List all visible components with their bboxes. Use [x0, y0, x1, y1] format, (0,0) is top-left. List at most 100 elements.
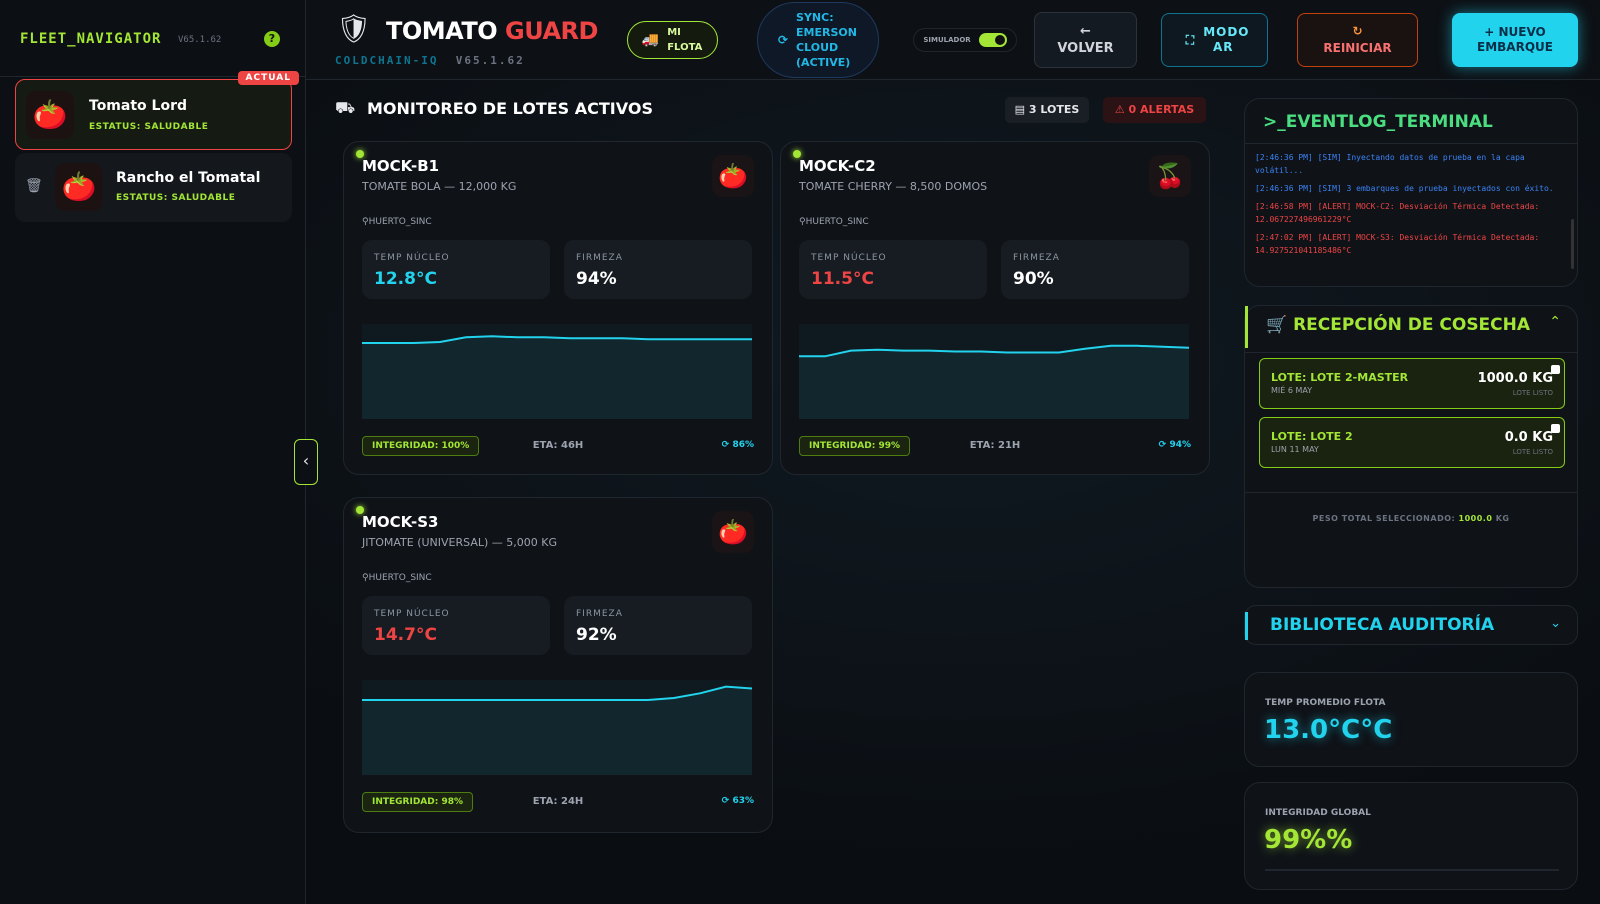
farm-status: ESTATUS: SALUDABLE — [116, 193, 236, 203]
location: ⚲HUERTO_SINC — [799, 217, 869, 227]
title-text: RECEPCIÓN DE COSECHA — [1293, 315, 1531, 335]
log-list: [2:46:36 PM] [SIM] Inyectando datos de p… — [1255, 151, 1555, 262]
brand: TOMATO GUARD — [386, 17, 598, 45]
trend-area — [362, 336, 752, 419]
harvest-lot[interactable]: LOTE: LOTE 2-MASTER MIÉ 6 MAY 1000.0 KG … — [1259, 358, 1565, 409]
sync-rate: ⟳ 86% — [721, 440, 754, 450]
terminal-panel: >_EVENTLOG_TERMINAL [2:46:36 PM] [SIM] I… — [1244, 98, 1578, 287]
lot-description: JITOMATE (UNIVERSAL) — 5,000 KG — [362, 536, 557, 549]
alerts-badge: ⚠ 0 ALERTAS — [1103, 97, 1206, 123]
integrity-badge: INTEGRIDAD: 99% — [799, 436, 911, 456]
checkbox[interactable] — [1551, 365, 1560, 374]
total-unit: KG — [1495, 514, 1510, 523]
toggle-label: SIMULADOR — [923, 35, 971, 44]
reception-title: 🛒 RECEPCIÓN DE COSECHA — [1266, 315, 1531, 335]
lot-id: MOCK-S3 — [362, 513, 439, 531]
collapse-icon[interactable]: ⌃ — [1549, 314, 1561, 330]
location-text: HUERTO_SINC — [805, 217, 869, 227]
library-panel[interactable]: BIBLIOTECA AUDITORÍA ⌄ — [1244, 605, 1578, 645]
ar-button[interactable]: ⛶ MODO AR — [1161, 13, 1268, 67]
divider — [1245, 492, 1577, 493]
temp-value: 12.8°C — [374, 269, 437, 289]
lot-weight: 0.0 KG — [1504, 430, 1553, 445]
trend-chart — [799, 324, 1189, 419]
sidebar-title: FLEET_NAVIGATOR — [20, 31, 162, 47]
stat-label: TEMP PROMEDIO FLOTA — [1265, 698, 1386, 708]
lot-date: LUN 11 MAY — [1271, 445, 1319, 454]
subtitle: COLDCHAIN-IQ — [335, 54, 439, 67]
delete-icon[interactable]: 🗑 — [25, 178, 43, 194]
firmness-box: FIRMEZA 90% — [1001, 240, 1189, 299]
reset-icon: ↻ — [1352, 24, 1363, 38]
stat-card: TEMP PROMEDIO FLOTA 13.0°C°C — [1244, 672, 1578, 767]
log-line: [2:47:02 PM] [ALERT] MOCK-S3: Desviación… — [1255, 233, 1540, 255]
lot-name: LOTE: LOTE 2 — [1271, 430, 1353, 443]
checkbox[interactable] — [1551, 424, 1560, 433]
scrollbar — [1571, 219, 1574, 269]
firmness-label: FIRMEZA — [576, 253, 623, 263]
sidebar-version: V65.1.62 — [178, 35, 222, 45]
lot-icon: 🍒 — [1149, 155, 1191, 197]
sidebar: FLEET_NAVIGATOR V65.1.62 ? ACTUAL 🍅 Toma… — [0, 0, 306, 904]
stat-value: 99%% — [1264, 825, 1353, 855]
terminal-title: >_EVENTLOG_TERMINAL — [1263, 112, 1493, 132]
collapse-toggle[interactable]: ‹ — [294, 439, 318, 485]
back-button[interactable]: ← VOLVER — [1034, 12, 1137, 68]
farm-card[interactable]: ACTUAL 🍅 Tomato Lord ESTATUS: SALUDABLE — [15, 71, 299, 150]
lot-card: MOCK-B1 TOMATE BOLA — 12,000 KG 🍅 ⚲HUERT… — [343, 141, 773, 475]
lot-id: MOCK-B1 — [362, 157, 440, 175]
farm-name: Tomato Lord — [89, 98, 187, 114]
stat-label: INTEGRIDAD GLOBAL — [1265, 808, 1371, 818]
switch-knob — [994, 35, 1005, 45]
temp-label: TEMP NÚCLEO — [374, 253, 450, 263]
lot-status: LOTE LISTO — [1512, 389, 1553, 397]
sync-value: 63% — [732, 796, 754, 806]
button-label: REINICIAR — [1323, 41, 1392, 55]
temp-value: 11.5°C — [811, 269, 874, 289]
temp-box: TEMP NÚCLEO 11.5°C — [799, 240, 987, 299]
brand-main: TOMATO — [386, 17, 498, 45]
temp-box: TEMP NÚCLEO 14.7°C — [362, 596, 550, 655]
new-label: + NUEVO EMBARQUE — [1474, 25, 1556, 55]
sync-value: 86% — [732, 440, 754, 450]
button-label: MI FLOTA — [667, 27, 703, 53]
firmness-label: FIRMEZA — [1013, 253, 1060, 263]
new-shipment-button[interactable]: + NUEVO EMBARQUE — [1452, 13, 1578, 67]
trend-line — [362, 335, 752, 344]
accent-bar — [1245, 612, 1248, 640]
button-label: VOLVER — [1057, 41, 1114, 56]
eta: ETA: 21H — [969, 440, 1021, 451]
accent-bar — [1245, 306, 1248, 348]
temp-box: TEMP NÚCLEO 12.8°C — [362, 240, 550, 299]
divider — [1245, 352, 1577, 353]
lot-description: TOMATE CHERRY — 8,500 DOMOS — [799, 180, 988, 193]
lot-status: LOTE LISTO — [1512, 448, 1553, 456]
firmness-box: FIRMEZA 92% — [564, 596, 752, 655]
farm-card[interactable]: 🗑 🍅 Rancho el Tomatal ESTATUS: SALUDABLE — [15, 153, 292, 222]
simulator-toggle[interactable]: SIMULADOR — [913, 28, 1017, 52]
total-label: PESO TOTAL SELECCIONADO: — [1312, 514, 1456, 523]
sync-status[interactable]: ⟳ SYNC: EMERSON CLOUD (ACTIVE) — [757, 2, 879, 78]
sync-label: SYNC: EMERSON CLOUD (ACTIVE) — [796, 11, 857, 69]
farm-status: ESTATUS: SALUDABLE — [89, 122, 209, 132]
fleet-button[interactable]: 🚚 MI FLOTA — [627, 21, 718, 59]
divider — [1245, 143, 1577, 144]
location: ⚲HUERTO_SINC — [362, 217, 432, 227]
log-line: [2:46:58 PM] [ALERT] MOCK-C2: Desviación… — [1255, 202, 1540, 224]
sync-rate: ⟳ 63% — [721, 796, 754, 806]
lots-count: 3 LOTES — [1028, 103, 1080, 116]
help-button[interactable]: ? — [264, 31, 280, 47]
trend-chart — [362, 324, 752, 419]
lot-id: MOCK-C2 — [799, 157, 876, 175]
sync-rate: ⟳ 94% — [1158, 440, 1191, 450]
alerts-count: 0 ALERTAS — [1128, 103, 1195, 116]
harvest-lot[interactable]: LOTE: LOTE 2 LUN 11 MAY 0.0 KG LOTE LIST… — [1259, 417, 1565, 468]
eta: ETA: 46H — [532, 440, 584, 451]
trend-line — [362, 685, 752, 701]
lot-icon: 🍅 — [712, 511, 754, 553]
divider — [0, 76, 306, 77]
expand-icon[interactable]: ⌄ — [1550, 616, 1561, 631]
logo: 🛡 — [336, 12, 372, 45]
reset-button[interactable]: ↻ REINICIAR — [1297, 13, 1418, 67]
